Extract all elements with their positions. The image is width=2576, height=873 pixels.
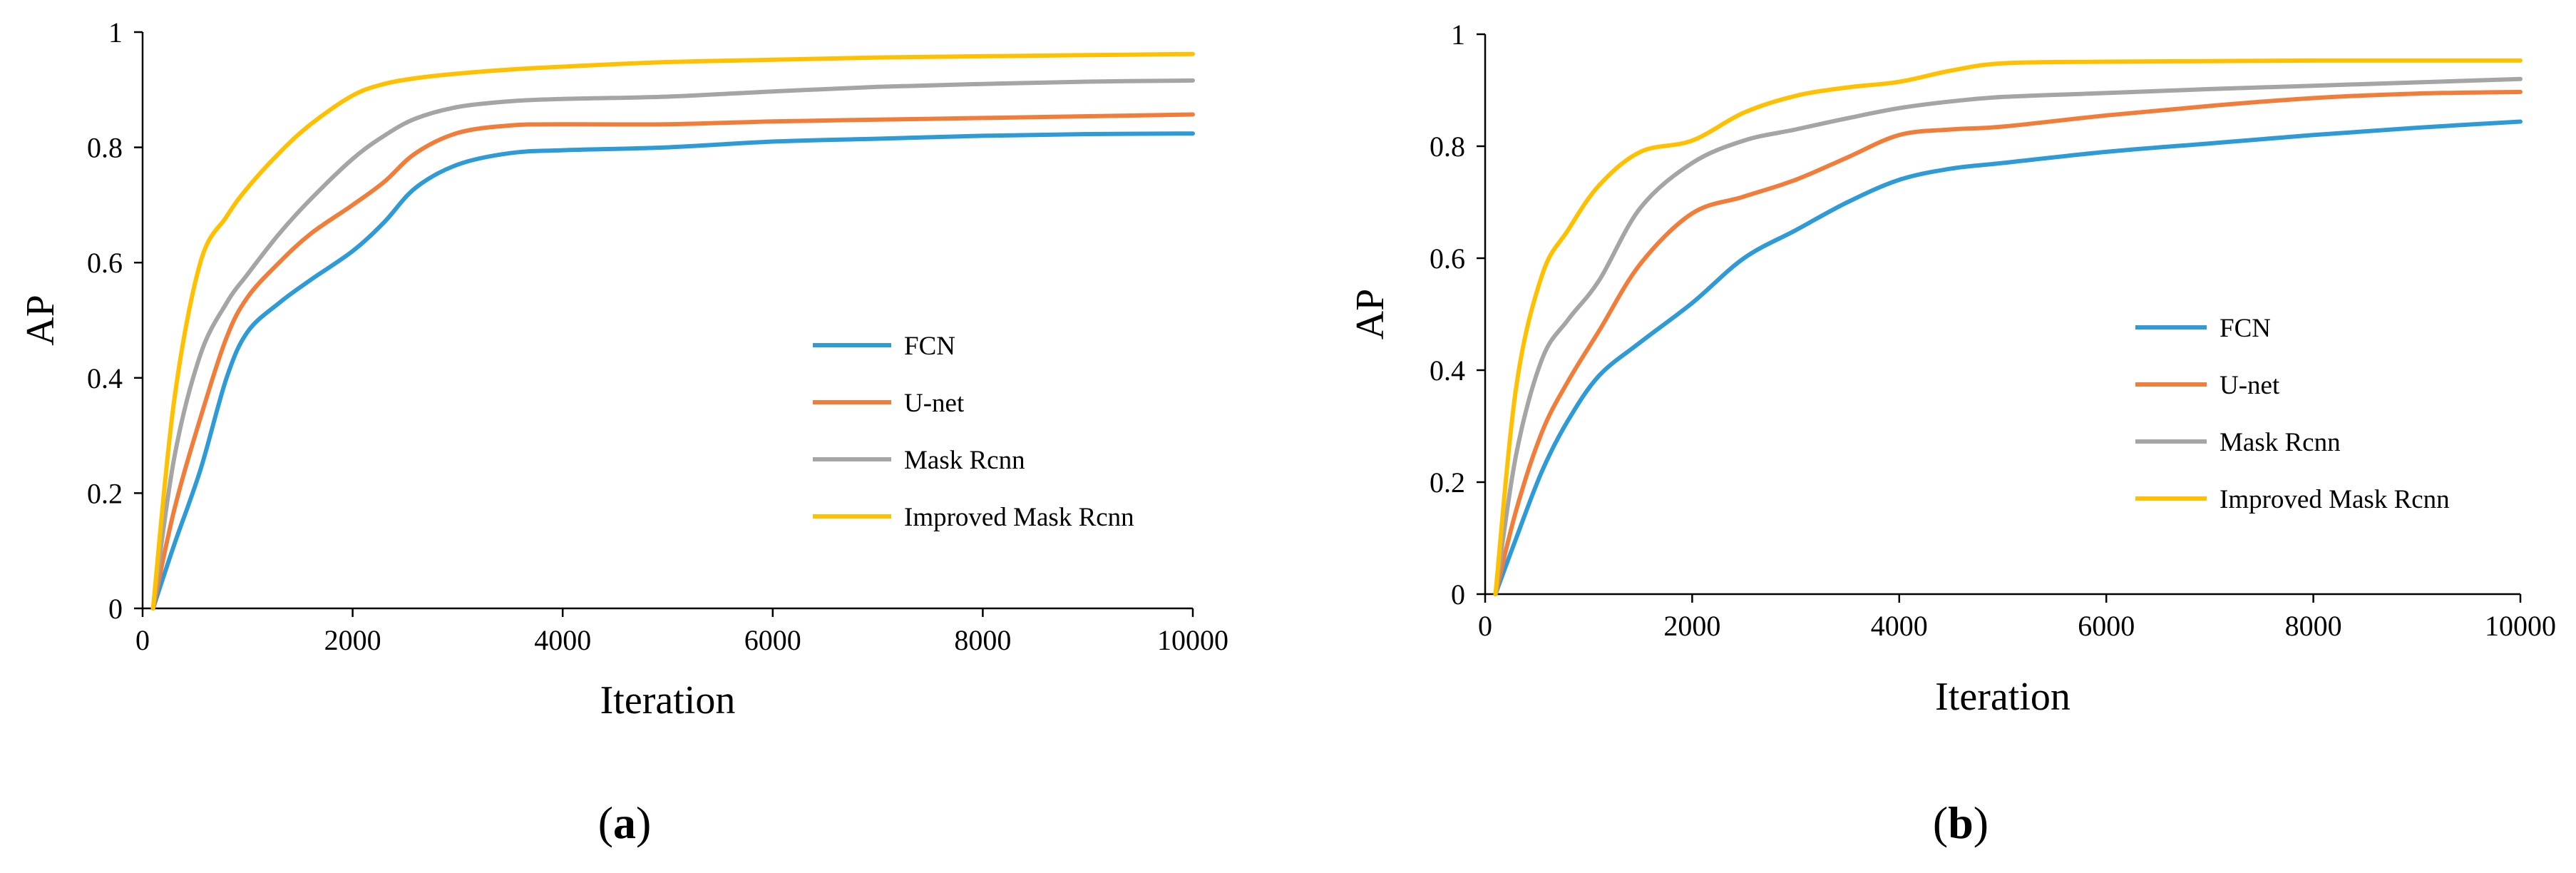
y-tick-label: 0.6	[1430, 242, 1465, 275]
y-tick-label: 0.4	[87, 362, 123, 394]
y-tick-label: 0	[108, 593, 123, 625]
caption-close-paren: )	[1974, 797, 1989, 848]
series-line-mask-rcnn	[1493, 76, 2523, 596]
chart-b: 0 0.2 0.4 0.6 0.8 1 0 2000 4000 6000 8000 10000 AP It…	[1348, 19, 2556, 848]
y-tick-label: 0.2	[87, 477, 123, 509]
x-tick-label: 10000	[2485, 610, 2556, 642]
chart-a: 0 0.2 0.4 0.6 0.8 1 0 2000 4000 6000 8000 10000 AP It…	[19, 16, 1228, 848]
x-tick-label: 10000	[1157, 624, 1228, 656]
legend: FCN U-net Mask Rcnn Improved Mask Rcnn	[2135, 314, 2450, 514]
legend-label-u-net: U-net	[2220, 371, 2280, 400]
x-tick-label: 0	[1478, 610, 1492, 642]
x-tick-label: 0	[135, 624, 150, 656]
caption-letter: b	[1948, 797, 1974, 848]
legend-label-u-net: U-net	[904, 389, 965, 418]
legend-label-fcn: FCN	[2220, 314, 2271, 343]
caption-open-paren: (	[1933, 797, 1948, 848]
y-tick-label: 0.8	[87, 132, 123, 164]
legend-label-improved-mask-rcnn: Improved Mask Rcnn	[2220, 485, 2450, 514]
x-axis-title: Iteration	[1935, 675, 2070, 719]
x-tick-label: 2000	[1663, 610, 1720, 642]
y-tick-label: 1	[108, 16, 123, 48]
x-tick-label: 4000	[1871, 610, 1928, 642]
caption-close-paren: )	[636, 797, 651, 848]
y-tick-label: 0.6	[87, 247, 123, 279]
caption: (a)	[598, 797, 652, 848]
legend-label-improved-mask-rcnn: Improved Mask Rcnn	[904, 503, 1134, 532]
y-axis-title: AP	[1348, 289, 1392, 340]
x-tick-label: 6000	[2078, 610, 2135, 642]
series-line-improved-mask-rcnn	[150, 51, 1195, 611]
x-axis-title: Iteration	[600, 678, 736, 723]
legend: FCN U-net Mask Rcnn Improved Mask Rcnn	[813, 332, 1134, 532]
caption-letter: a	[613, 797, 636, 848]
series-line-fcn	[1493, 119, 2523, 596]
y-tick-label: 0	[1451, 578, 1465, 611]
caption-open-paren: (	[598, 797, 613, 848]
legend-label-fcn: FCN	[904, 332, 955, 361]
x-tick-label: 2000	[324, 624, 381, 656]
x-tick-label: 8000	[954, 624, 1011, 656]
series-line-improved-mask-rcnn	[1493, 58, 2523, 596]
legend-label-mask-rcnn: Mask Rcnn	[904, 446, 1025, 475]
y-tick-label: 0.4	[1430, 354, 1465, 387]
y-axis-title: AP	[19, 295, 63, 346]
x-tick-label: 4000	[534, 624, 591, 656]
caption: (b)	[1933, 797, 1989, 848]
legend-label-mask-rcnn: Mask Rcnn	[2220, 428, 2341, 457]
x-tick-label: 8000	[2285, 610, 2342, 642]
series-line-u-net	[150, 112, 1195, 611]
series-line-fcn	[150, 131, 1195, 611]
x-tick-label: 6000	[744, 624, 801, 656]
series-line-mask-rcnn	[150, 78, 1195, 611]
y-tick-label: 0.8	[1430, 131, 1465, 163]
series-line-u-net	[1493, 89, 2523, 596]
y-tick-label: 0.2	[1430, 466, 1465, 499]
y-tick-label: 1	[1451, 19, 1465, 51]
